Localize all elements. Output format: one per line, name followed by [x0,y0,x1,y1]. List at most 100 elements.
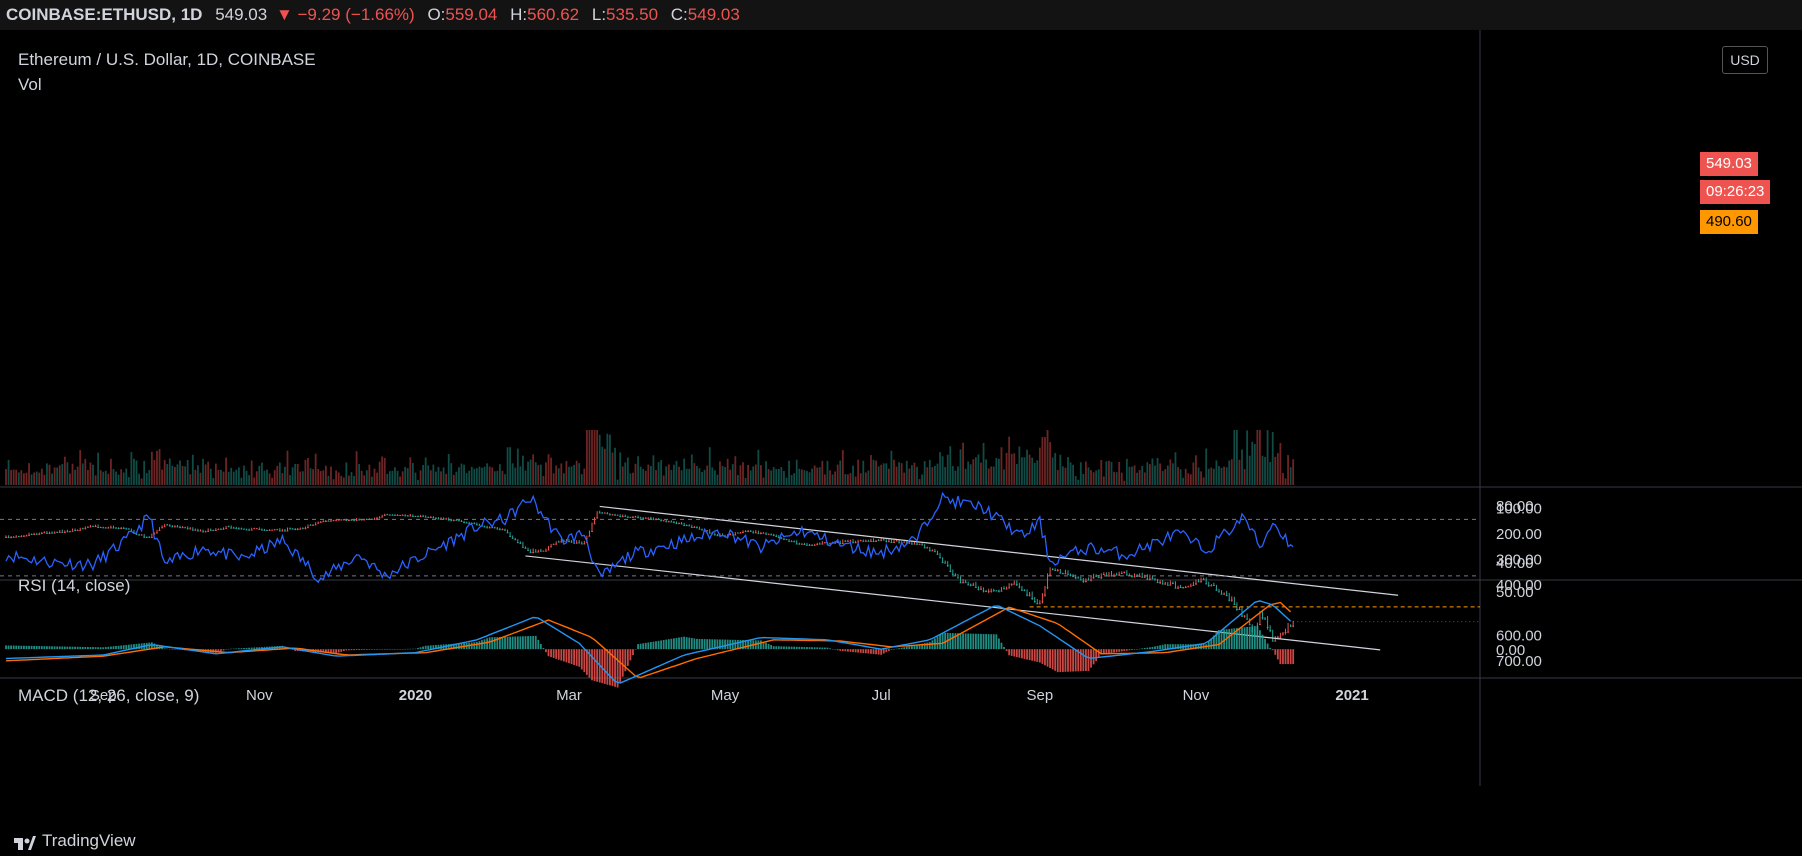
candle-body [690,526,693,528]
chart-canvas[interactable]: 700.00 600.00 400.00 300.00 200.00 100.0080.0… [0,30,1802,826]
macd-histogram-bar [578,649,581,667]
macd-histogram-bar [1082,649,1085,672]
macd-histogram-bar [795,646,798,650]
volume-bar [332,479,335,485]
volume-bar [327,475,330,485]
macd-histogram-bar [969,633,972,650]
volume-bar [245,470,248,485]
symbol-name[interactable]: COINBASE:ETHUSD, 1D [6,5,203,24]
rsi-line [5,491,1294,584]
candle-body [1195,583,1197,585]
candle-body [626,516,629,518]
drawings[interactable] [525,505,1480,651]
candle-body [86,526,89,528]
macd-histogram-bar [483,639,486,650]
volume-bar [107,473,110,485]
candle-body [693,526,696,528]
candle-body [1218,591,1220,593]
macd-histogram-bar [371,649,373,650]
close-value: 549.03 [687,5,740,24]
candle-body [895,540,898,542]
volume-bar [601,446,604,485]
macd-histogram-bar [1123,649,1126,652]
volume-bar [532,454,535,485]
macd-histogram-bar [168,648,171,650]
volume-bar [204,464,207,485]
macd-histogram-bar [12,645,15,650]
volume-bar [670,469,673,485]
macd-histogram-bar [972,633,975,650]
macd-histogram-bar [898,648,901,650]
candle-body [908,542,911,544]
volume-bar [969,464,972,485]
macd-histogram-bar [1169,644,1172,650]
volume-bar [296,463,299,485]
candle-body [191,529,194,531]
volume-bar [775,468,778,485]
volume-bar [644,470,647,485]
volume-bar [1179,469,1182,485]
macd-histogram-bar [913,645,916,650]
macd-histogram-bar [504,636,506,650]
volume-bar [562,473,565,485]
tradingview-logo[interactable]: TradingView [14,830,136,852]
volume-bar [1036,460,1039,485]
candle-body [222,528,225,530]
volume-bar [903,472,906,485]
macd-histogram-bar [1276,649,1279,660]
volume-bar [1013,453,1016,485]
candle-body [296,529,299,531]
macd-histogram-bar [491,637,494,650]
volume-bar [1169,459,1172,485]
volume-bar [1230,459,1233,485]
macd-histogram-bar [1210,638,1213,650]
high-value: 560.62 [527,5,580,24]
volume-bar [591,430,593,485]
open-label: O: [427,5,446,24]
candle-body [1241,615,1243,617]
volume-bar [1276,453,1279,485]
macd-histogram-bar [396,649,399,650]
candle-body [591,530,593,532]
candle-body [811,544,813,546]
volume-bar [58,465,61,485]
volume-bar [1172,463,1174,485]
macd-histogram-bar [478,641,481,650]
candle-body [1187,586,1190,588]
currency-button[interactable]: USD [1722,46,1768,74]
candle-body [1182,587,1185,589]
axes[interactable]: 700.00 600.00 400.00 300.00 200.00 100.0080.0… [90,498,1542,704]
volume-bar [616,479,619,485]
volume-bar [289,475,291,485]
macd-histogram-bar [864,649,867,654]
macd-histogram-bar [813,647,816,650]
candle-body [194,529,197,531]
macd-histogram-bar [1108,649,1110,654]
price-tick-label: 600.00 [1496,628,1542,645]
macd-histogram-bar [1246,626,1249,650]
volume-bar [729,469,732,485]
volume-bar [632,472,634,485]
macd-histogram-bar [156,644,158,650]
candle-body [1200,581,1202,583]
macd-histogram-bar [1064,649,1067,672]
candle-body [46,532,48,534]
macd-histogram-bar [680,637,683,650]
volume-bar [747,464,750,485]
candle-body [936,553,939,555]
candle-body [1210,585,1213,587]
candle-body [381,516,384,518]
macd-histogram-bar [1010,649,1013,656]
macd-histogram-bar [783,646,785,650]
candle-body [1005,588,1008,590]
volume-bar [806,470,808,485]
macd-histogram-bar [365,649,368,650]
brand-name: TradingView [42,831,136,850]
macd-histogram-bar [20,645,23,650]
candle-body [207,530,210,532]
candle-body [841,543,844,545]
volume-bar [514,467,517,485]
volume-bar [1026,449,1028,485]
volume-bar [294,463,297,485]
volume-bar [982,442,985,485]
